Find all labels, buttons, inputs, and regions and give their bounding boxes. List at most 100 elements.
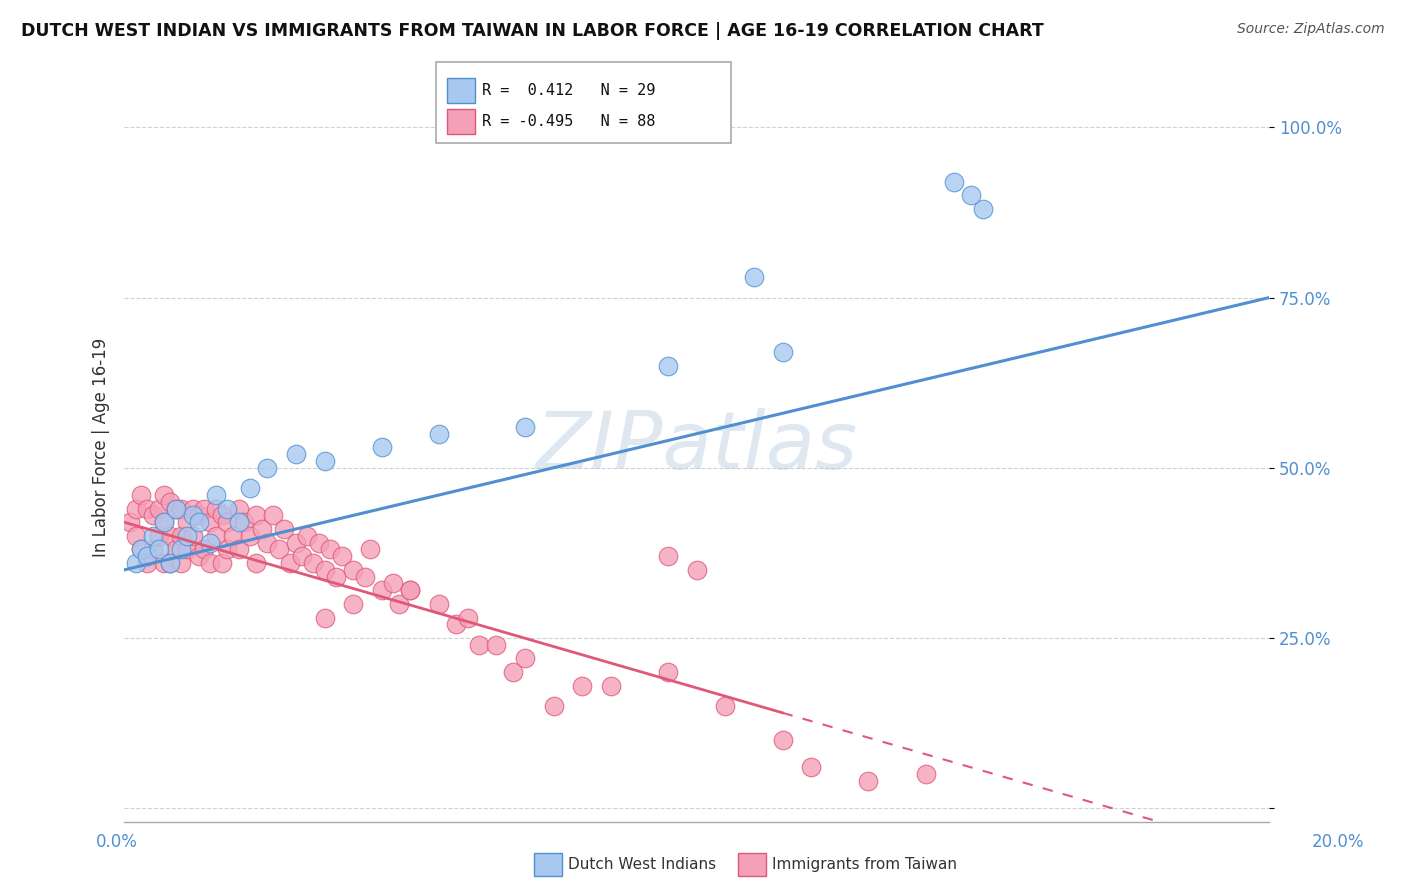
Text: Dutch West Indians: Dutch West Indians [568, 857, 716, 871]
Point [457, 610, 479, 624]
Point [124, 556, 146, 570]
Point [291, 549, 314, 564]
Point [371, 583, 394, 598]
Point [148, 542, 170, 557]
Point [314, 454, 336, 468]
Point [342, 563, 364, 577]
Point [657, 549, 679, 564]
Point [330, 549, 353, 564]
Point [353, 569, 375, 583]
Point [153, 515, 176, 529]
Point [124, 501, 146, 516]
Point [198, 535, 221, 549]
Point [204, 501, 226, 516]
Point [657, 359, 679, 373]
Text: 0.0%: 0.0% [96, 833, 138, 851]
Point [211, 508, 233, 523]
Point [273, 522, 295, 536]
Point [176, 542, 198, 557]
Point [198, 556, 221, 570]
Point [228, 501, 250, 516]
Point [187, 549, 209, 564]
Point [571, 679, 593, 693]
Point [239, 529, 262, 543]
Point [131, 488, 153, 502]
Point [211, 556, 233, 570]
Point [278, 556, 301, 570]
Point [187, 515, 209, 529]
Point [136, 556, 159, 570]
Point [131, 542, 153, 557]
Point [217, 515, 239, 529]
Point [250, 522, 273, 536]
Point [153, 515, 176, 529]
Point [468, 638, 491, 652]
Point [159, 556, 181, 570]
Point [427, 597, 450, 611]
Point [284, 535, 307, 549]
Point [204, 488, 226, 502]
Point [943, 175, 966, 189]
Point [228, 542, 250, 557]
Point [342, 597, 364, 611]
Point [245, 508, 267, 523]
Point [513, 420, 536, 434]
Point [657, 665, 679, 679]
Point [314, 563, 336, 577]
Point [502, 665, 524, 679]
Text: Immigrants from Taiwan: Immigrants from Taiwan [772, 857, 957, 871]
Point [233, 515, 256, 529]
Point [444, 617, 467, 632]
Point [148, 529, 170, 543]
Point [742, 270, 765, 285]
Point [256, 535, 278, 549]
Point [772, 345, 794, 359]
Point [176, 529, 198, 543]
Point [181, 508, 204, 523]
Point [297, 529, 319, 543]
Point [159, 529, 181, 543]
Point [193, 542, 215, 557]
Text: Source: ZipAtlas.com: Source: ZipAtlas.com [1237, 22, 1385, 37]
Point [198, 515, 221, 529]
Point [685, 563, 707, 577]
Point [427, 426, 450, 441]
Point [131, 542, 153, 557]
Point [267, 542, 290, 557]
Point [308, 535, 330, 549]
Point [972, 202, 994, 216]
Point [319, 542, 342, 557]
Text: ZIPatlas: ZIPatlas [536, 409, 858, 486]
Point [170, 529, 193, 543]
Point [170, 556, 193, 570]
Point [325, 569, 347, 583]
Point [142, 508, 165, 523]
Point [245, 556, 267, 570]
Text: DUTCH WEST INDIAN VS IMMIGRANTS FROM TAIWAN IN LABOR FORCE | AGE 16-19 CORRELATI: DUTCH WEST INDIAN VS IMMIGRANTS FROM TAI… [21, 22, 1043, 40]
Point [165, 501, 187, 516]
Point [153, 488, 176, 502]
Point [262, 508, 284, 523]
Point [714, 698, 737, 713]
Point [388, 597, 411, 611]
Point [599, 679, 621, 693]
Point [513, 651, 536, 665]
Point [772, 733, 794, 747]
Point [256, 460, 278, 475]
Point [148, 501, 170, 516]
Point [217, 501, 239, 516]
Point [118, 515, 141, 529]
Point [142, 529, 165, 543]
Point [228, 515, 250, 529]
Point [170, 501, 193, 516]
Point [382, 576, 405, 591]
Point [399, 583, 422, 598]
Point [239, 481, 262, 495]
Point [159, 495, 181, 509]
Text: R =  0.412   N = 29: R = 0.412 N = 29 [482, 84, 655, 98]
Point [181, 501, 204, 516]
Point [165, 501, 187, 516]
Point [314, 610, 336, 624]
Point [222, 529, 245, 543]
Point [136, 549, 159, 564]
